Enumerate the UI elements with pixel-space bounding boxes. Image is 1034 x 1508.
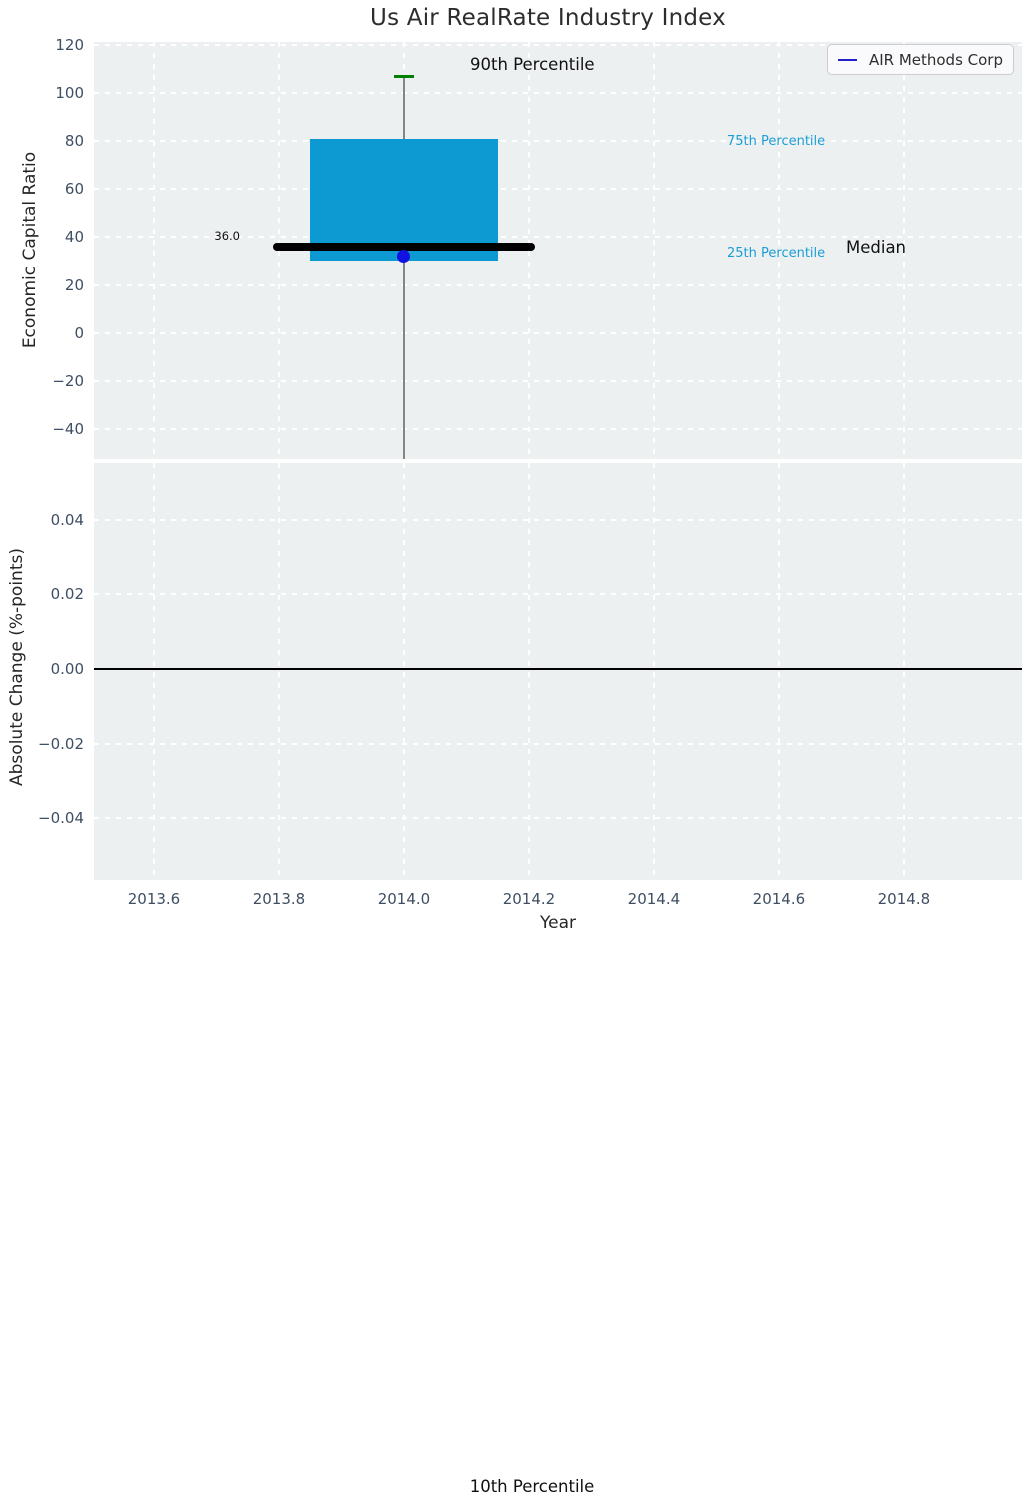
gridline-y-0.02 (94, 593, 1022, 596)
y-tick-label: −0.04 (38, 809, 84, 828)
annotation-median-value: 36.0 (214, 229, 240, 243)
y-tick-label: 0.00 (50, 660, 84, 679)
y-tick-label: 0 (74, 324, 84, 342)
gridline-y-0.04 (94, 518, 1022, 521)
y-tick-label: 40 (64, 228, 84, 246)
y-tick-label: −0.02 (38, 734, 84, 753)
axes-economic-capital-ratio (94, 42, 1022, 459)
y-tick-label: 80 (64, 132, 84, 150)
gridline-y-20 (94, 284, 1022, 286)
legend-entry-label: AIR Methods Corp (868, 50, 1003, 69)
x-axis-label: Year (540, 913, 576, 933)
gridline-y-−20 (94, 380, 1022, 382)
legend: AIR Methods Corp (827, 44, 1014, 75)
gridline-y-0 (94, 332, 1022, 334)
box-median-line (272, 242, 536, 251)
x-tick-label: 2014.4 (627, 890, 681, 908)
x-tick-label: 2014.8 (877, 890, 931, 908)
axes-absolute-change (94, 463, 1022, 880)
gridline-y-120 (94, 44, 1022, 46)
y-tick-label: 100 (55, 84, 84, 102)
gridline-x-2013.8 (277, 463, 280, 880)
gridline-x-2014.8 (902, 463, 905, 880)
company-data-point (397, 249, 411, 263)
annotation-90th-percentile: 90th Percentile (470, 55, 595, 74)
x-tick-label: 2014.0 (377, 890, 431, 908)
gridline-y-80 (94, 140, 1022, 142)
gridline-y-60 (94, 188, 1022, 190)
y-tick-label: 60 (64, 180, 84, 198)
y-tick-label: 0.02 (50, 585, 84, 604)
annotation-75th-percentile: 75th Percentile (727, 134, 826, 149)
y-tick-label: 0.04 (50, 510, 84, 529)
y-tick-label: −20 (52, 372, 84, 390)
gridline-x-2014.6 (777, 42, 780, 459)
box-interquartile-rect (310, 138, 498, 261)
gridline-x-2014.0 (402, 463, 405, 880)
y-tick-label: −40 (52, 420, 84, 438)
gridline-x-2013.6 (152, 42, 155, 459)
x-tick-label: 2013.8 (252, 890, 306, 908)
annotation-25th-percentile: 25th Percentile (727, 246, 826, 261)
y-tick-label: 20 (64, 276, 84, 294)
x-tick-label: 2014.6 (752, 890, 806, 908)
gridline-y-−40 (94, 428, 1022, 430)
gridline-x-2014.2 (527, 463, 530, 880)
gridline-y-−0.02 (94, 742, 1022, 745)
legend-line-sample (838, 58, 857, 61)
gridline-x-2014.8 (902, 42, 905, 459)
gridline-y-40 (94, 236, 1022, 238)
chart-title: Us Air RealRate Industry Index (370, 5, 726, 31)
gridline-y-100 (94, 92, 1022, 94)
box-cap-90th-percentile (393, 74, 414, 78)
x-tick-label: 2014.2 (502, 890, 556, 908)
annotation-median: Median (846, 238, 907, 257)
gridline-x-2014.4 (652, 463, 655, 880)
gridline-x-2014.6 (777, 463, 780, 880)
x-tick-label: 2013.6 (127, 890, 181, 908)
annotation-10th-percentile: 10th Percentile (469, 1477, 595, 1496)
zero-line (94, 668, 1022, 670)
box-whisker-line (402, 76, 405, 459)
gridline-y-−0.04 (94, 817, 1022, 820)
gridline-x-2014.4 (652, 42, 655, 459)
gridline-x-2013.6 (152, 463, 155, 880)
y-tick-label: 120 (55, 36, 84, 54)
